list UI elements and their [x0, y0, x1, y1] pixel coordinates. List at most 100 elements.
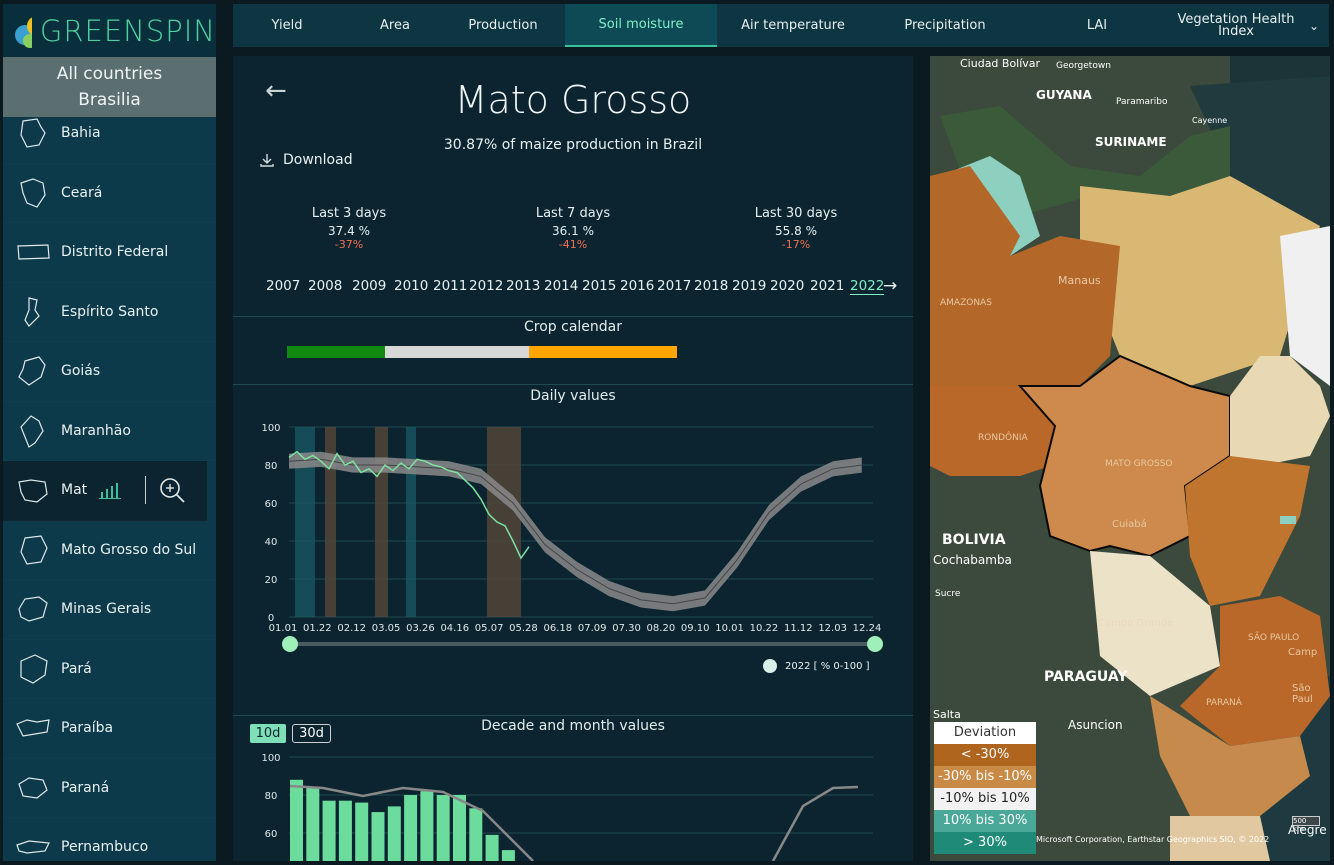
sidebar-item-label: Mat	[61, 482, 88, 499]
map-label-city: Ciudad Bolívar	[960, 57, 1041, 70]
x-tick-label: 12.03	[818, 623, 847, 634]
zoom-in-icon[interactable]	[158, 476, 186, 504]
stat-delta: -17%	[781, 238, 811, 251]
toggle-10d-button[interactable]: 10d	[250, 724, 286, 743]
year-2009[interactable]: 2009	[352, 278, 387, 294]
year-2012[interactable]: 2012	[469, 278, 504, 294]
sidebar-item-mato-grosso[interactable]: Mat	[3, 461, 207, 521]
year-2017[interactable]: 2017	[657, 278, 692, 294]
sidebar-item-paraiba[interactable]: Paraíba	[3, 699, 216, 759]
y-tick-label: 0	[268, 613, 274, 624]
y-tick-label: 80	[265, 461, 278, 472]
tab-production[interactable]: Production	[468, 17, 538, 33]
year-2018[interactable]: 2018	[694, 278, 729, 294]
climatology-line	[288, 458, 862, 605]
year-2013[interactable]: 2013	[506, 278, 541, 294]
map-view[interactable]: Ciudad Bolívar Georgetown GUYANA Paramar…	[930, 56, 1330, 861]
map-label-city: Cochabamba	[933, 553, 1012, 567]
year-2022[interactable]: 2022	[850, 278, 885, 295]
sidebar-item-label: Bahia	[61, 125, 101, 142]
year-2016[interactable]: 2016	[620, 278, 655, 294]
sidebar-item-parana[interactable]: Paraná	[3, 759, 216, 819]
decade-bar	[338, 800, 352, 861]
sidebar-item-para[interactable]: Pará	[3, 640, 216, 700]
tab-precipitation[interactable]: Precipitation	[904, 17, 986, 33]
sidebar-item-distrito-federal[interactable]: Distrito Federal	[3, 223, 216, 283]
region-shape-icon	[24, 296, 40, 327]
decade-title: Decade and month values	[481, 718, 665, 734]
region-shape-icon	[18, 479, 48, 503]
map-label-state: AMAZONAS	[940, 298, 992, 308]
tab-area[interactable]: Area	[380, 17, 410, 33]
bar-chart-icon[interactable]	[99, 480, 123, 500]
map-label-city: Paramaribo	[1116, 97, 1168, 107]
legend-item: < -30%	[934, 744, 1036, 766]
map-credit: Microsoft Corporation, Earthstar Geograp…	[1036, 835, 1270, 844]
year-2008[interactable]: 2008	[308, 278, 343, 294]
brand-logo: GREENSPIN	[3, 4, 216, 57]
year-2021[interactable]: 2021	[810, 278, 845, 294]
map-label-city: Georgetown	[1056, 61, 1111, 71]
sidebar-item-bahia[interactable]: Bahia	[3, 104, 216, 164]
stat-delta: -37%	[334, 238, 364, 251]
region-shape-icon	[16, 719, 50, 737]
next-arrow-icon[interactable]: →	[883, 276, 898, 296]
decade-bar	[290, 779, 303, 861]
decade-bar	[501, 850, 515, 861]
crop-segment	[384, 346, 529, 358]
sidebar-item-maranhao[interactable]: Maranhão	[3, 402, 216, 462]
tab-soil-moisture[interactable]: Soil moisture	[565, 4, 717, 47]
sidebar-item-espirito-santo[interactable]: Espírito Santo	[3, 283, 216, 343]
year-2007[interactable]: 2007	[266, 278, 301, 294]
y-tick-label: 60	[265, 829, 278, 840]
sidebar-item-minas-gerais[interactable]: Minas Gerais	[3, 580, 216, 640]
map-label-country: GUYANA	[1036, 88, 1092, 102]
daily-legend[interactable]: 2022 [ % 0-100 ]	[763, 659, 870, 673]
sidebar-item-mato-grosso-do-sul[interactable]: Mato Grosso do Sul	[3, 521, 216, 581]
slider-handle-end	[867, 636, 883, 652]
x-tick-label: 07.30	[612, 623, 641, 634]
chevron-down-icon[interactable]: ⌄	[1308, 18, 1320, 33]
main-panel: ← Mato Grosso 30.87% of maize production…	[233, 56, 913, 861]
sidebar-item-ceara[interactable]: Ceará	[3, 164, 216, 224]
stat-value: 36.1 %	[552, 224, 594, 238]
decade-bar	[420, 791, 434, 861]
country-selector[interactable]: All countries Brasilia	[3, 57, 216, 117]
map-label-city: Manaus	[1058, 274, 1101, 287]
deviation-legend: Deviation < -30% -30% bis -10% -10% bis …	[934, 722, 1036, 855]
map-label-state: SÃO PAULO	[1248, 633, 1300, 643]
tab-lai[interactable]: LAI	[1086, 17, 1108, 33]
region-shape-icon	[17, 244, 50, 260]
tab-air-temperature[interactable]: Air temperature	[741, 17, 845, 33]
map-label-state: MATO GROSSO	[1105, 459, 1173, 469]
decade-bar	[387, 806, 401, 861]
region-shape-icon	[16, 840, 50, 854]
slider-handle-start	[282, 636, 298, 652]
tab-vegetation-health-index[interactable]: Vegetation Health Index	[1177, 11, 1295, 39]
back-arrow-icon[interactable]: ←	[265, 76, 287, 106]
y-tick-label: 40	[265, 537, 278, 548]
region-shape-icon	[18, 356, 46, 386]
daily-values-chart: 0 20 40 60 80 100 01.01 01.22 02.12 03.05 03.26 04.…	[261, 423, 883, 652]
tab-yield[interactable]: Yield	[271, 17, 303, 33]
sidebar-item-goias[interactable]: Goiás	[3, 342, 216, 402]
year-2010[interactable]: 2010	[394, 278, 429, 294]
sidebar-item-pernambuco[interactable]: Pernambuco	[3, 818, 216, 861]
year-2011[interactable]: 2011	[433, 278, 468, 294]
x-tick-label: 05.28	[509, 623, 538, 634]
year-2015[interactable]: 2015	[582, 278, 617, 294]
year-2014[interactable]: 2014	[544, 278, 579, 294]
x-tick-label: 05.07	[475, 623, 504, 634]
toggle-30d-button[interactable]: 30d	[292, 724, 331, 743]
year-2020[interactable]: 2020	[770, 278, 805, 294]
stat-label: Last 3 days	[311, 206, 387, 221]
sidebar-item-label: Pará	[61, 660, 92, 677]
sidebar-item-label: Pernambuco	[61, 839, 149, 856]
crop-calendar-title: Crop calendar	[524, 319, 622, 335]
year-2019[interactable]: 2019	[732, 278, 767, 294]
region-shape-icon	[18, 596, 48, 622]
download-button[interactable]: Download	[259, 152, 353, 168]
divider	[233, 384, 913, 385]
sidebar-item-label: Espírito Santo	[61, 303, 159, 320]
legend-item: -10% bis 10%	[934, 788, 1036, 810]
